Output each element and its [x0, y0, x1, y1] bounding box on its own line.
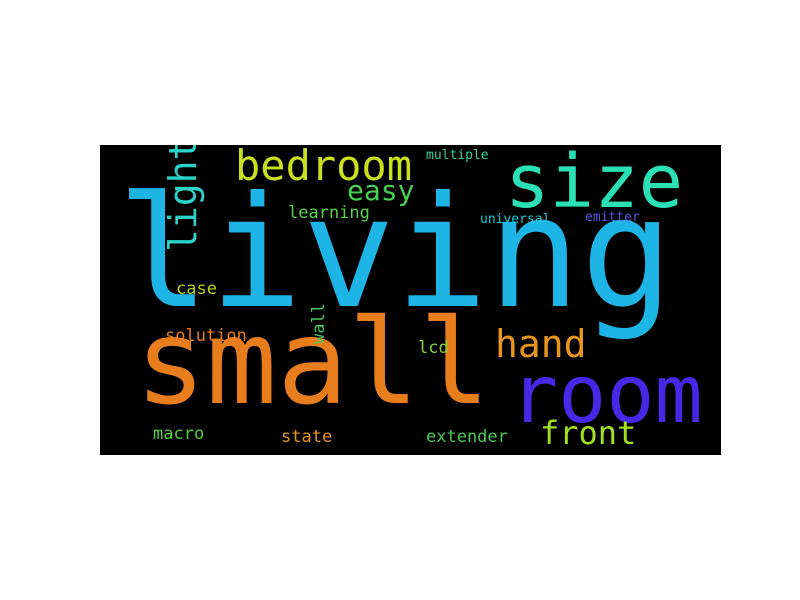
- word-solution: solution: [165, 326, 247, 346]
- word-front: front: [540, 414, 637, 452]
- word-universal: universal: [480, 212, 551, 227]
- word-hand: hand: [495, 322, 587, 366]
- word-light: light: [161, 145, 205, 252]
- word-learning: learning: [288, 203, 370, 223]
- word-small: small: [135, 293, 491, 431]
- word-extender: extender: [426, 427, 508, 447]
- word-multiple: multiple: [426, 148, 489, 163]
- word-emitter: emitter: [585, 210, 640, 225]
- word-living: living: [117, 164, 674, 343]
- word-bedroom: bedroom: [235, 145, 413, 190]
- word-lcd: lcd: [418, 338, 449, 358]
- word-state: state: [281, 427, 333, 447]
- word-size: size: [505, 145, 684, 225]
- wordcloud-canvas: living small room size bedroom light eas…: [100, 145, 721, 455]
- word-room: room: [510, 348, 703, 441]
- word-easy: easy: [347, 174, 415, 207]
- word-macro: macro: [153, 424, 205, 444]
- word-case: case: [176, 279, 217, 299]
- word-wall: wall: [309, 303, 329, 344]
